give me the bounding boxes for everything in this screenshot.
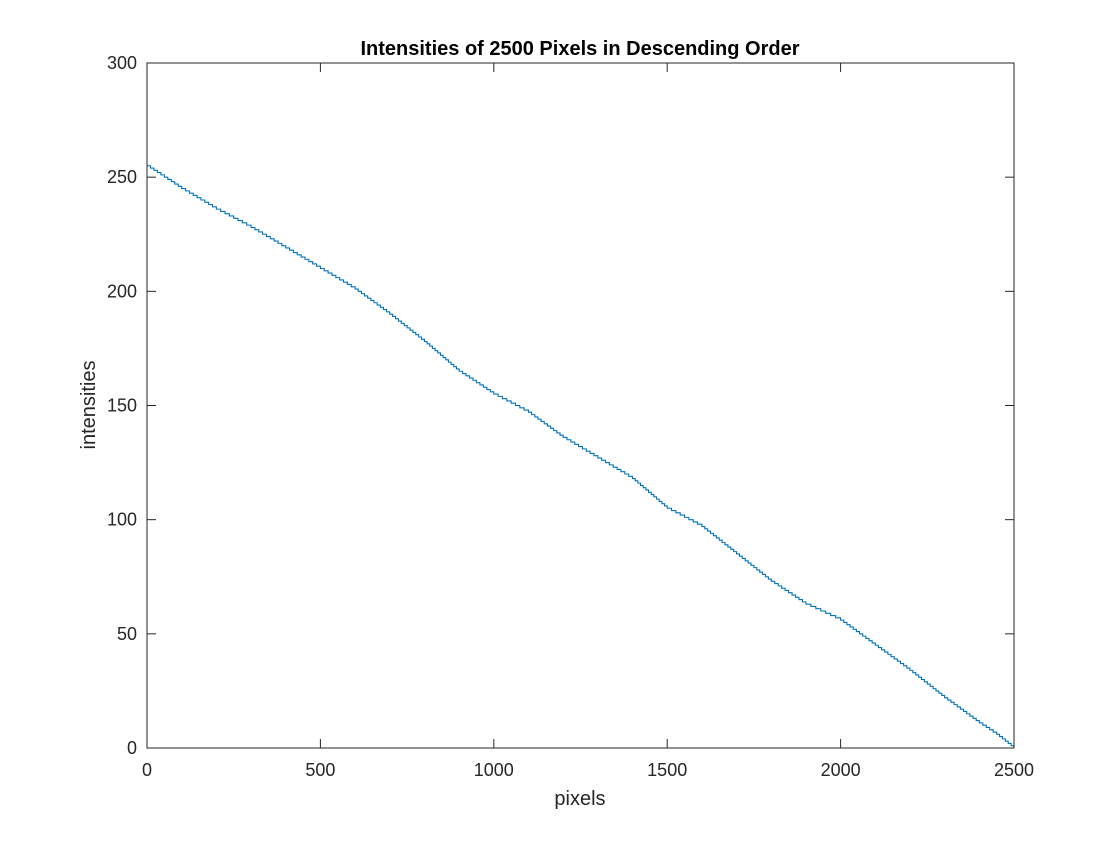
y-tick-label: 100 (107, 510, 137, 530)
y-ticks: 0 50 100 150 200 250 300 (107, 53, 1014, 758)
x-tick-label: 2500 (994, 760, 1034, 780)
y-tick-label: 250 (107, 167, 137, 187)
y-tick-label: 150 (107, 396, 137, 416)
x-axis-label: pixels (554, 788, 605, 810)
x-tick-label: 0 (142, 760, 152, 780)
chart-title: Intensities of 2500 Pixels in Descending… (360, 38, 799, 60)
series-layer (147, 165, 1015, 748)
y-tick-label: 200 (107, 281, 137, 301)
plot-area (147, 63, 1014, 748)
y-axis-label: intensities (78, 361, 100, 450)
series-line-0 (147, 165, 1015, 748)
x-tick-label: 1000 (474, 760, 514, 780)
y-tick-label: 300 (107, 53, 137, 73)
y-tick-label: 50 (117, 624, 137, 644)
x-tick-label: 2000 (821, 760, 861, 780)
x-tick-label: 1500 (647, 760, 687, 780)
x-ticks: 0 500 1000 1500 2000 2500 (142, 63, 1034, 780)
y-tick-label: 0 (127, 738, 137, 758)
x-tick-label: 500 (305, 760, 335, 780)
